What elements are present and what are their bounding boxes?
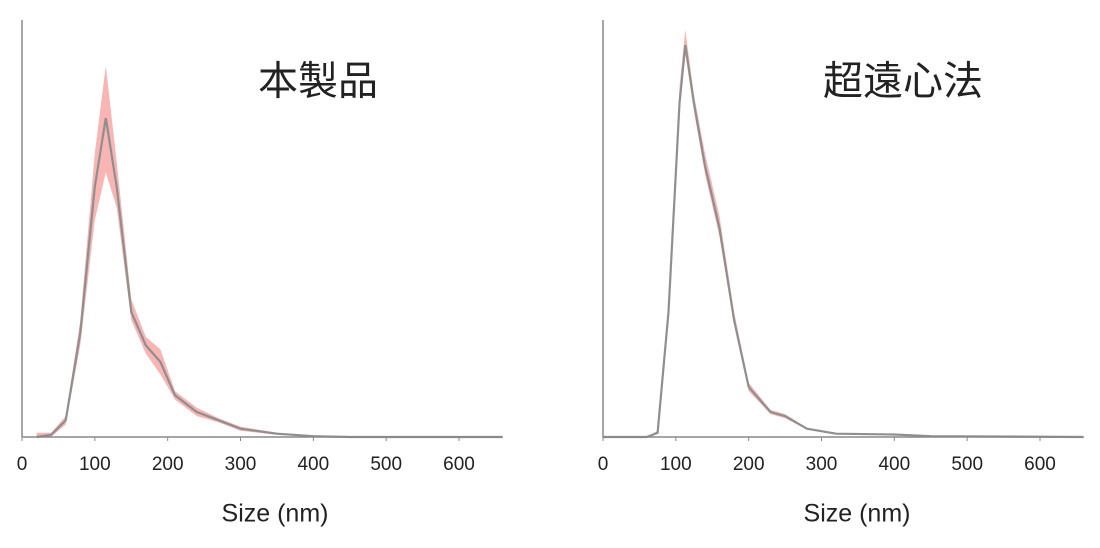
x-tick-label: 0 [598, 454, 609, 475]
mean-line [36, 117, 503, 439]
x-tick-label: 400 [878, 454, 910, 475]
x-tick-label: 600 [1024, 454, 1056, 475]
x-tick-label: 400 [297, 454, 329, 475]
chart-title: 超遠心法 [823, 60, 983, 104]
x-axis-label: Size (nm) [804, 500, 911, 528]
mean-line [603, 44, 1084, 439]
x-tick-label: 100 [660, 454, 692, 475]
x-tick-label: 200 [733, 454, 765, 475]
x-tick-label: 300 [806, 454, 838, 475]
x-axis-label: Size (nm) [222, 500, 329, 528]
x-tick-label: 200 [152, 454, 184, 475]
x-tick-label: 0 [17, 454, 28, 475]
x-tick-label: 500 [951, 454, 983, 475]
x-tick-label: 300 [225, 454, 257, 475]
x-tick-label: 100 [79, 454, 111, 475]
chart-title: 本製品 [258, 60, 378, 104]
x-tick-label: 500 [370, 454, 402, 475]
error-band [36, 65, 503, 438]
x-tick-label: 600 [443, 454, 475, 475]
